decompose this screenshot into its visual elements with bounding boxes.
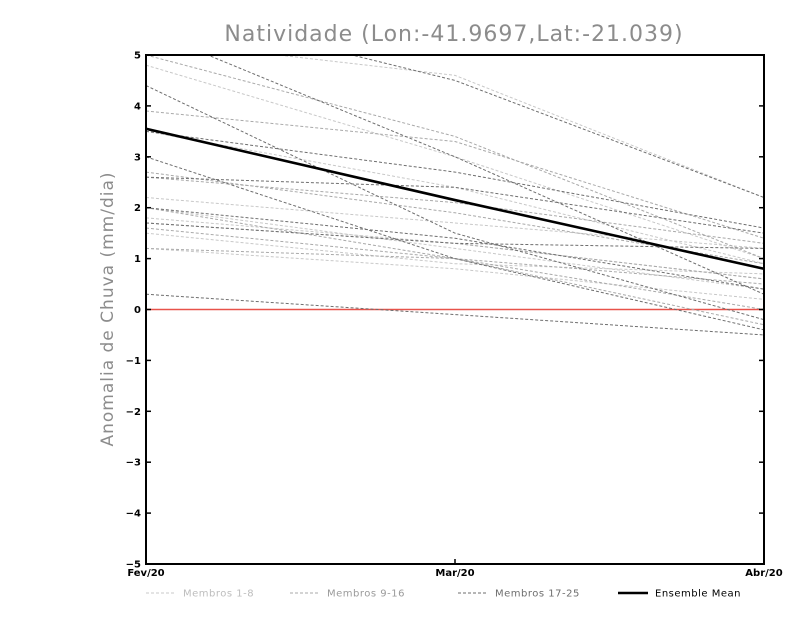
y-tick-label: −2 [126, 407, 141, 418]
y-tick-label: 1 [134, 254, 141, 265]
member-series-line [146, 176, 764, 234]
ensemble-mean-line [146, 127, 764, 271]
legend-label: Membros 9-16 [327, 589, 405, 600]
y-axis-label: Anomalia de Chuva (mm/dia) [98, 171, 118, 446]
y-tick-label: −1 [126, 356, 141, 367]
member-series-line [146, 110, 764, 239]
y-tick-label: 5 [134, 51, 141, 62]
x-tick-label: Abr/20 [745, 568, 782, 579]
y-axis: 5 4 3 2 1 0 −1 −2 −3 −4 −5 [126, 51, 764, 571]
legend: Membros 1-8 Membros 9-16 Membros 17-25 Ense… [146, 589, 741, 600]
member-series-line [146, 176, 764, 244]
member-series-line [146, 85, 764, 321]
member-series-line [146, 222, 764, 280]
legend-label: Membros 1-8 [183, 589, 254, 600]
series-layer [146, 55, 764, 336]
y-tick-label: −3 [126, 458, 141, 469]
member-series-line [146, 293, 764, 336]
member-series-line [146, 171, 764, 265]
member-series-line [146, 197, 764, 249]
member-series-line [146, 207, 764, 290]
member-series-line [146, 156, 764, 331]
member-series-line [206, 55, 764, 295]
member-series-line [146, 247, 764, 310]
x-tick-label: Fev/20 [127, 568, 164, 579]
y-tick-label: 0 [134, 305, 141, 316]
member-series-line [146, 130, 764, 229]
legend-label: Membros 17-25 [495, 589, 580, 600]
x-tick-label: Mar/20 [435, 568, 474, 579]
y-tick-label: −5 [126, 560, 141, 571]
member-series-line [146, 247, 764, 300]
y-tick-label: 4 [134, 101, 141, 112]
member-series-line [146, 232, 764, 275]
y-tick-label: 2 [134, 203, 141, 214]
member-series-line [274, 55, 764, 198]
member-series-line [146, 227, 764, 285]
chart-title: Natividade (Lon:-41.9697,Lat:-21.039) [224, 22, 683, 47]
y-tick-label: 3 [134, 152, 141, 163]
member-series-line [146, 207, 764, 290]
member-series-line [146, 64, 764, 260]
x-axis: Fev/20 Mar/20 Abr/20 [127, 559, 783, 579]
member-series-line [146, 130, 764, 265]
mean-layer [146, 127, 764, 271]
legend-label: Ensemble Mean [655, 589, 741, 600]
member-series-line [146, 222, 764, 249]
y-tick-label: −4 [126, 509, 141, 520]
